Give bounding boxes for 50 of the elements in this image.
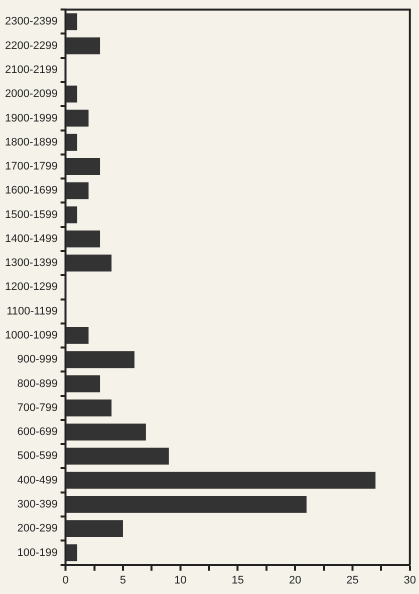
bar (66, 158, 100, 175)
y-tick-label: 2300-2399 (4, 16, 58, 28)
y-tick-label: 2000-2099 (4, 88, 58, 100)
y-tick-label: 300-399 (17, 498, 58, 510)
bar (66, 399, 112, 416)
y-tick-label: 1600-1699 (4, 184, 58, 197)
y-tick-label: 2200-2299 (4, 40, 58, 52)
bar (66, 182, 89, 200)
y-tick-label: 700-799 (17, 402, 58, 414)
y-tick-label: 200-299 (17, 522, 58, 535)
y-tick-label: 1300-1399 (4, 257, 58, 270)
x-tick-label: 30 (404, 574, 416, 586)
x-tick-label: 0 (62, 574, 69, 586)
bar (66, 110, 89, 127)
x-tick-label: 5 (120, 574, 126, 586)
bar (66, 544, 78, 562)
bar (66, 424, 146, 440)
y-tick-label: 100-199 (17, 546, 58, 559)
bar (66, 375, 100, 392)
y-tick-label: 1200-1299 (4, 281, 58, 294)
y-tick-label: 500-599 (17, 450, 58, 462)
y-tick-label: 1500-1599 (4, 208, 58, 221)
bar (66, 254, 112, 272)
bar (66, 472, 376, 489)
y-tick-label: 2100-2199 (4, 64, 58, 76)
bar (66, 134, 78, 151)
y-tick-label: 1400-1499 (4, 232, 58, 245)
x-tick-label: 25 (346, 574, 359, 586)
bar (66, 230, 100, 248)
y-tick-label: 1700-1799 (4, 160, 58, 173)
x-tick-label: 10 (174, 574, 186, 586)
bar (66, 206, 78, 224)
bar (66, 37, 100, 54)
y-tick-label: 400-499 (17, 474, 58, 486)
bar (66, 86, 78, 103)
bar (66, 351, 134, 368)
y-tick-label: 600-699 (17, 426, 58, 438)
y-tick-label: 1900-1999 (4, 112, 58, 124)
bar (66, 496, 307, 513)
y-tick-label: 1800-1899 (4, 136, 58, 148)
y-tick-label: 1100-1199 (6, 305, 58, 318)
bar (66, 448, 169, 465)
y-tick-label: 800-899 (17, 378, 58, 390)
y-tick-label: 1000-1099 (4, 330, 58, 342)
bar (66, 13, 78, 30)
x-tick-label: 15 (232, 574, 244, 586)
bar (66, 520, 123, 538)
x-tick-label: 20 (289, 574, 302, 586)
bar (66, 327, 89, 344)
y-tick-label: 900-999 (17, 354, 58, 366)
